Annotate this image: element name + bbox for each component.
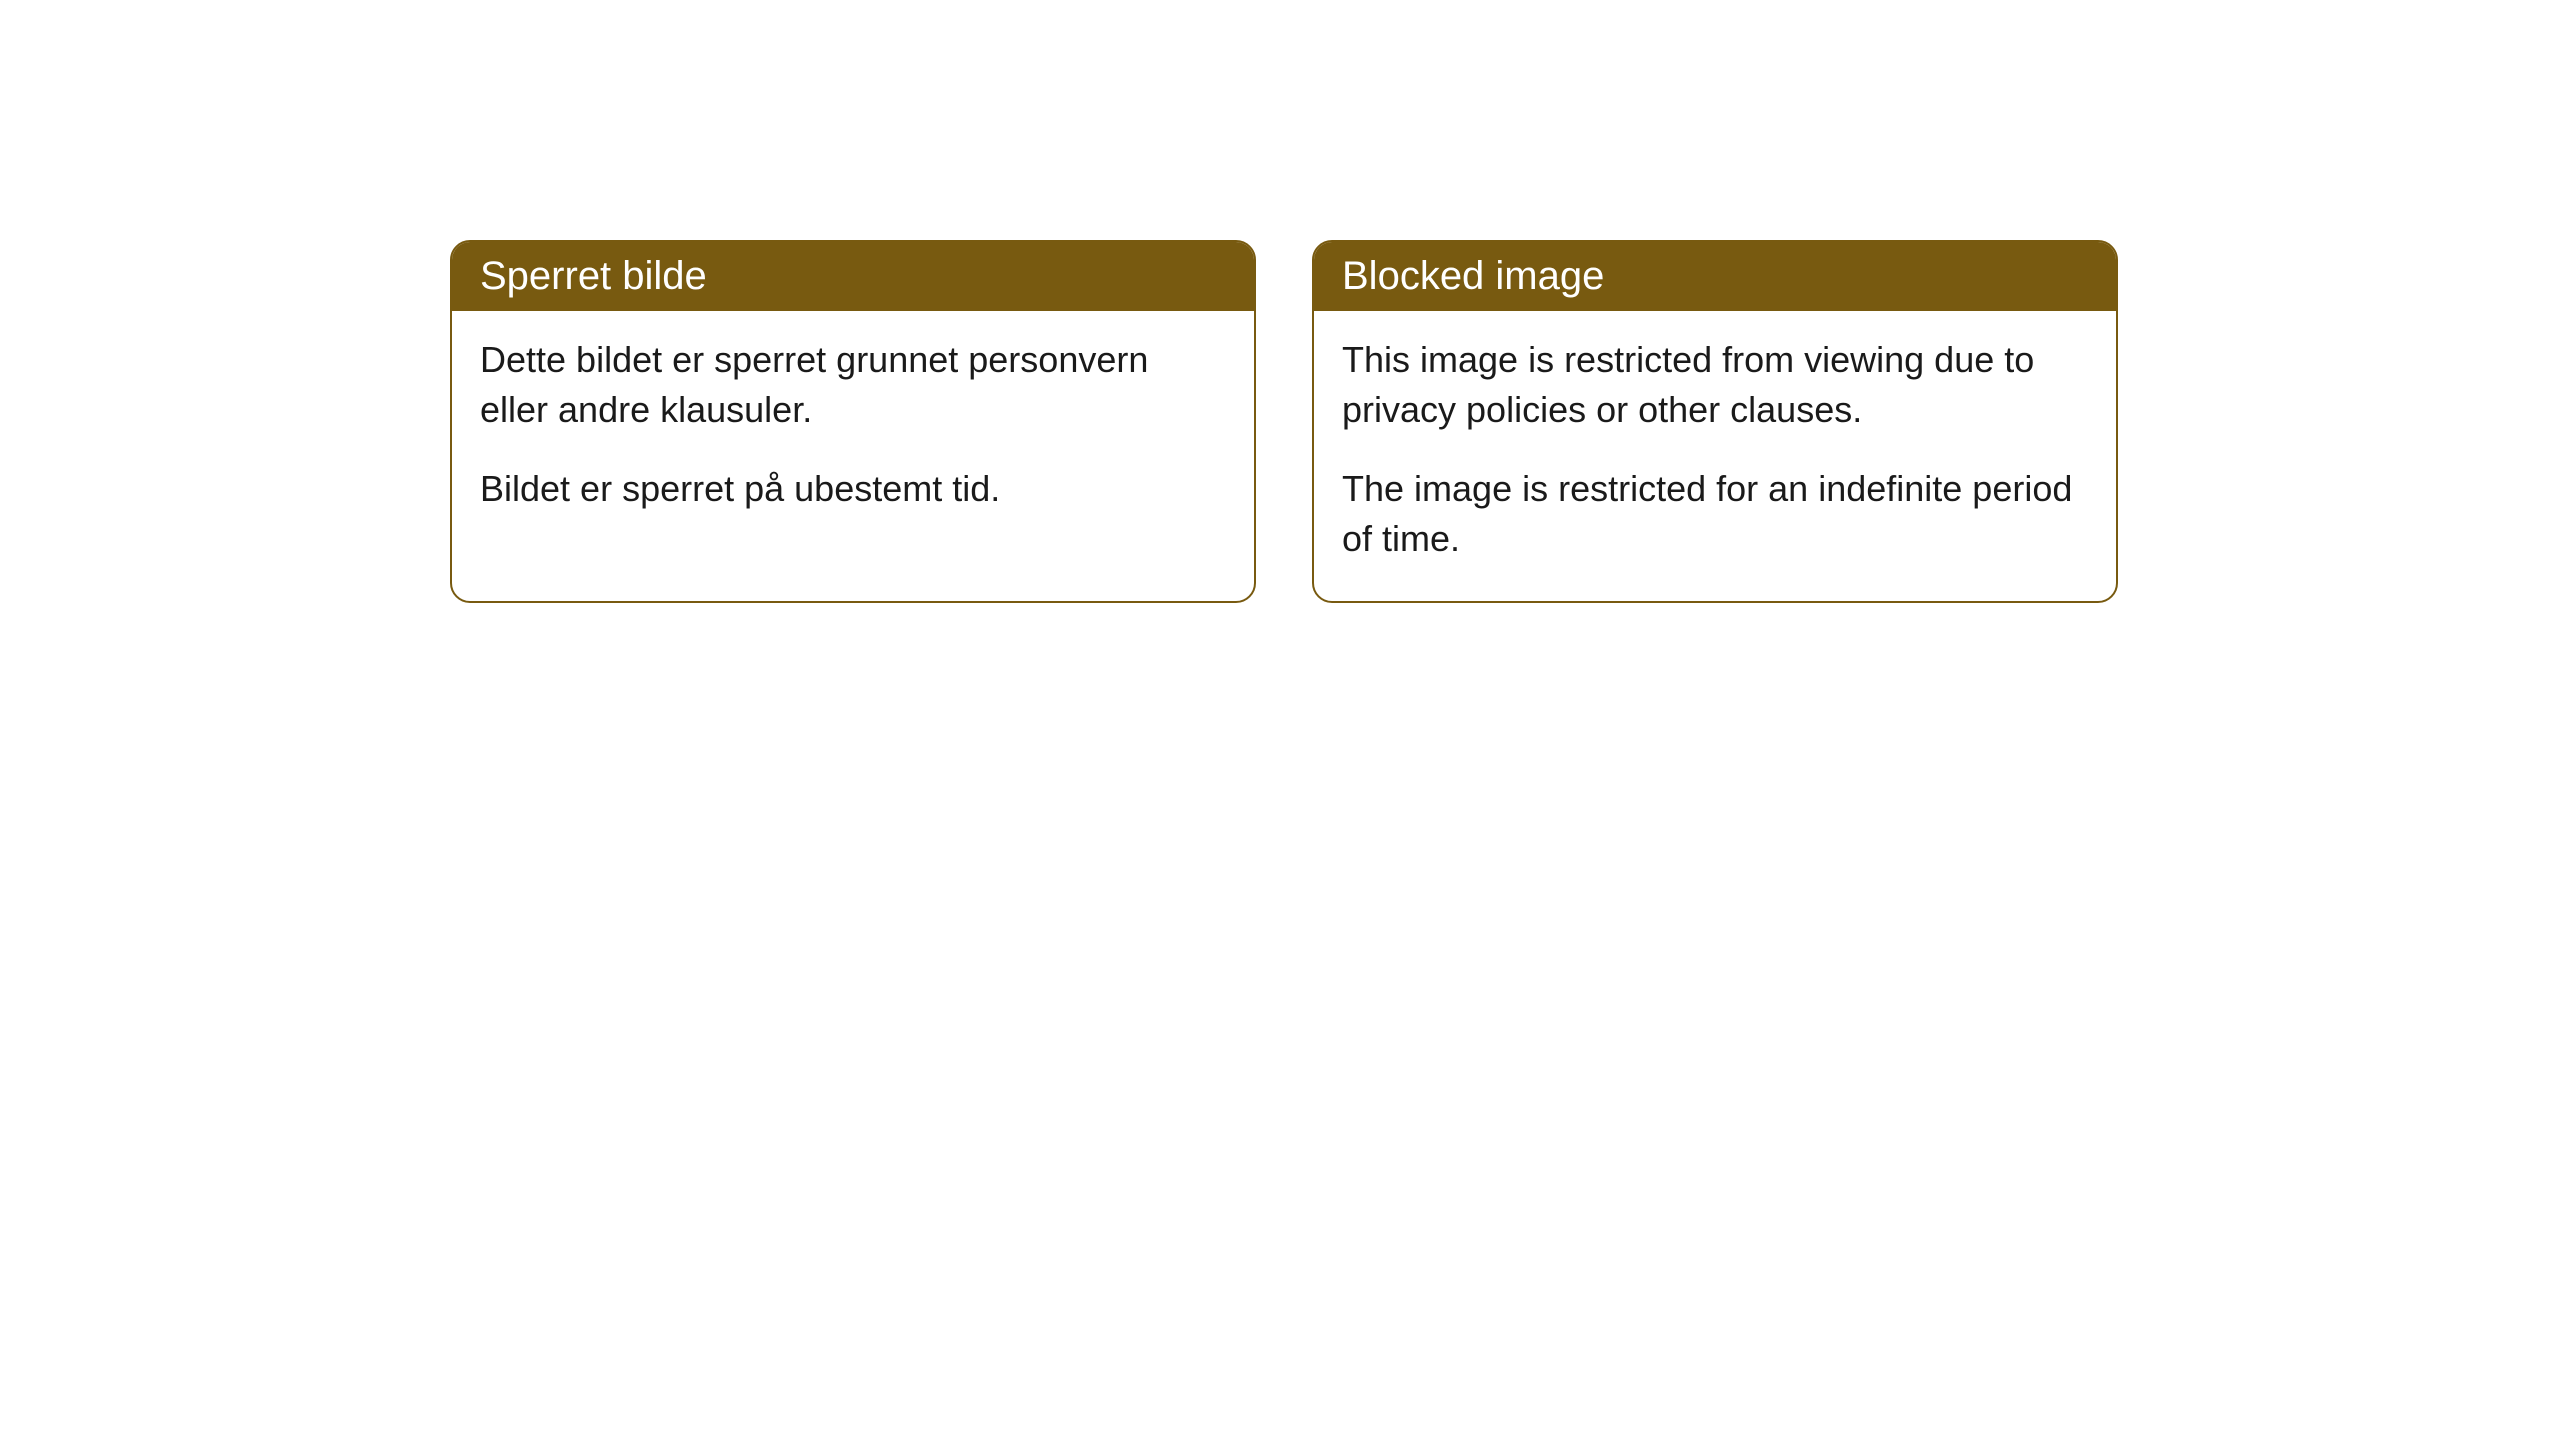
card-title: Blocked image bbox=[1342, 254, 1604, 298]
card-title: Sperret bilde bbox=[480, 254, 707, 298]
card-header: Sperret bilde bbox=[452, 242, 1254, 311]
card-body: Dette bildet er sperret grunnet personve… bbox=[452, 311, 1254, 550]
card-paragraph: Bildet er sperret på ubestemt tid. bbox=[480, 464, 1226, 514]
card-paragraph: This image is restricted from viewing du… bbox=[1342, 335, 2088, 436]
cards-container: Sperret bilde Dette bildet er sperret gr… bbox=[450, 240, 2118, 603]
card-header: Blocked image bbox=[1314, 242, 2116, 311]
card-paragraph: Dette bildet er sperret grunnet personve… bbox=[480, 335, 1226, 436]
blocked-image-card-english: Blocked image This image is restricted f… bbox=[1312, 240, 2118, 603]
card-paragraph: The image is restricted for an indefinit… bbox=[1342, 464, 2088, 565]
card-body: This image is restricted from viewing du… bbox=[1314, 311, 2116, 601]
blocked-image-card-norwegian: Sperret bilde Dette bildet er sperret gr… bbox=[450, 240, 1256, 603]
